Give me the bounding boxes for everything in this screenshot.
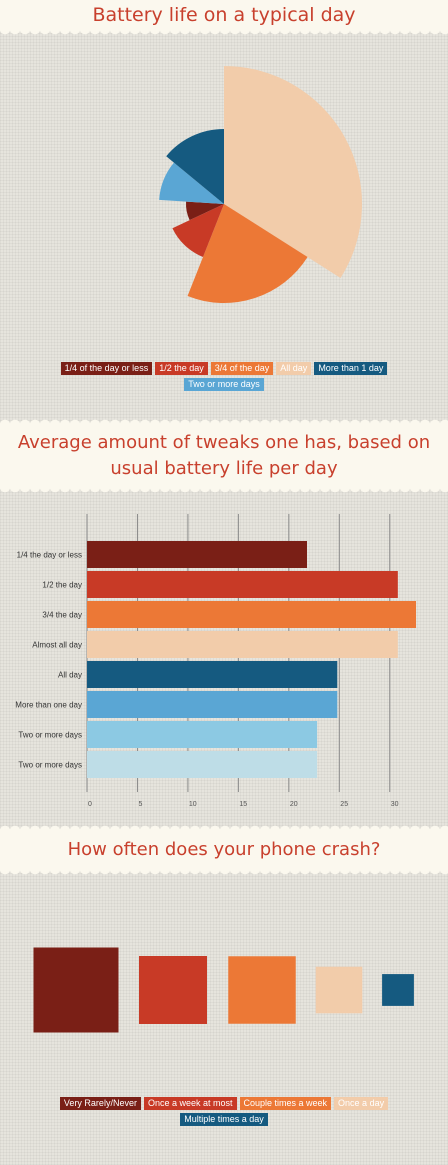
bar-all-day (87, 661, 338, 688)
bar-x-tick-label: 5 (138, 801, 142, 808)
bar-almost-all-day (87, 631, 398, 658)
pie-slice-1-4-of-the-day-or-less (185, 201, 224, 221)
pie-legend-1-4-of-the-day-or-less: 1/4 of the day or less (60, 362, 153, 375)
pie-legend-1-2-the-day: 1/2 the day (155, 362, 208, 375)
crash-square-multiple-times-a-day (382, 974, 414, 1006)
battery-life-pie-chart (159, 66, 362, 303)
crash-square-once-a-day (315, 966, 363, 1014)
bar-category-label: 3/4 the day (42, 611, 82, 620)
bar-x-tick-label: 0 (88, 801, 92, 808)
bar-1-2-the-day (87, 571, 398, 598)
bar-x-tick-label: 10 (189, 801, 197, 808)
pie-legend-two-or-more-days: Two or more days (184, 378, 264, 391)
bar-category-label: 1/4 the day or less (17, 551, 82, 560)
crash-legend-multiple-times-a-day: Multiple times a day (180, 1113, 268, 1126)
bar-x-tick-label: 15 (239, 801, 247, 808)
crash-legend-once-a-week-at-most: Once a week at most (143, 1097, 237, 1110)
bar-x-tick-label: 25 (340, 801, 348, 808)
bar-category-label: Almost all day (32, 641, 82, 650)
pie-legend-all-day: All day (276, 362, 312, 375)
bar-1-4-the-day-or-less (87, 541, 308, 568)
pie-slice-all-day (224, 66, 362, 278)
phone-crash-square-chart (33, 947, 414, 1033)
bar-category-label: More than one day (15, 701, 82, 710)
bar-category-label: Two or more days (18, 761, 82, 770)
pie-legend-row: Two or more days (0, 378, 448, 391)
crash-legend-row: Multiple times a day (0, 1113, 448, 1126)
crash-legend-couple-times-a-week: Couple times a week (239, 1097, 332, 1110)
crash-legend: Very Rarely/Never Once a week at most Coup… (0, 1097, 448, 1129)
bar-category-label: All day (58, 671, 82, 680)
pie-slice-1-2-the-day (172, 204, 224, 257)
crash-legend-row: Very Rarely/Never Once a week at most Coup… (0, 1097, 448, 1110)
bar-category-label: Two or more days (18, 731, 82, 740)
pie-legend: 1/4 of the day or less 1/2 the day 3/4 of … (0, 362, 448, 394)
bar-two-or-more-days (87, 751, 318, 778)
crash-chart-title: How often does your phone crash? (0, 823, 448, 877)
crash-square-couple-times-a-week (228, 956, 296, 1024)
pie-legend-3-4-of-the-day: 3/4 of the day (210, 362, 274, 375)
tweaks-bar-chart: 0 5 10 15 20 25 30 1/4 the day or less 1/2 the d… (15, 514, 416, 808)
bar-chart-title: Average amount of tweaks one has, based … (0, 417, 448, 495)
pie-chart-title: Battery life on a typical day (0, 0, 448, 37)
bar-x-tick-label: 20 (290, 801, 298, 808)
crash-square-very-rarely-never (33, 947, 119, 1033)
pie-legend-row: 1/4 of the day or less 1/2 the day 3/4 of … (0, 362, 448, 375)
pie-legend-more-than-1-day: More than 1 day (314, 362, 388, 375)
crash-legend-very-rarely-never: Very Rarely/Never (59, 1097, 141, 1110)
bar-3-4-the-day (87, 601, 416, 628)
pie-slice-more-than-1-day (166, 129, 224, 204)
bar-category-label: 1/2 the day (42, 581, 82, 590)
bar-x-tick-label: 30 (391, 801, 399, 808)
pie-slice-two-or-more-days (159, 162, 224, 204)
crash-square-once-a-week-at-most (139, 956, 207, 1024)
bar-two-or-more-days (87, 721, 318, 748)
bar-more-than-one-day (87, 691, 338, 718)
pie-slice-3-4-of-the-day (187, 204, 308, 303)
crash-legend-once-a-day: Once a day (334, 1097, 389, 1110)
